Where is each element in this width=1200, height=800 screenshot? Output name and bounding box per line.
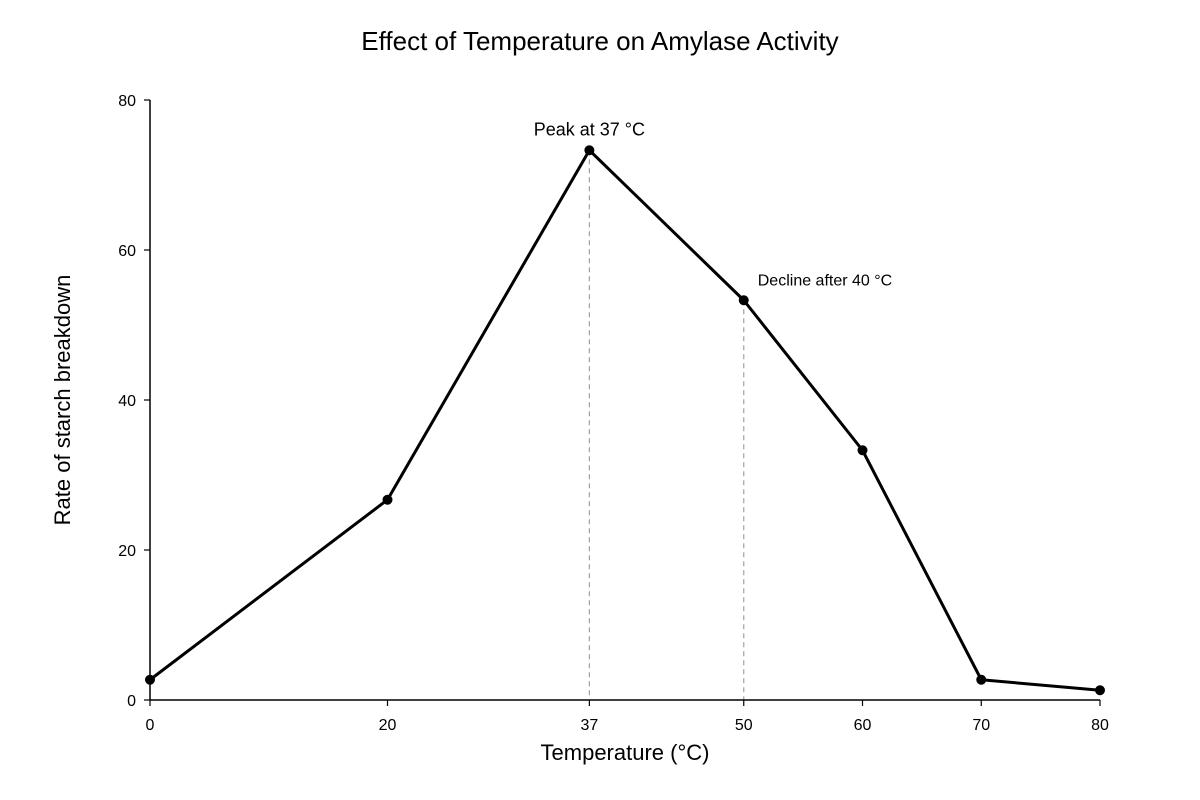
y-tick-label: 20 xyxy=(118,543,136,560)
x-axis-ticks: 0 20 37 50 60 70 80 xyxy=(146,700,1109,734)
x-tick-label: 50 xyxy=(735,717,753,734)
data-point xyxy=(145,674,155,685)
x-tick-label: 37 xyxy=(580,717,598,734)
x-tick-label: 80 xyxy=(1091,717,1109,734)
data-point xyxy=(1095,685,1105,696)
y-tick-label: 60 xyxy=(118,243,136,260)
data-point xyxy=(382,494,393,505)
y-tick-label: 80 xyxy=(118,93,136,110)
x-tick-label: 0 xyxy=(146,717,155,734)
y-axis-label: Rate of starch breakdown xyxy=(50,275,75,526)
x-tick-label: 70 xyxy=(972,717,990,734)
annotation-label: Decline after 40 °C xyxy=(758,272,892,289)
data-point xyxy=(857,445,868,456)
data-point xyxy=(738,295,749,306)
y-tick-label: 40 xyxy=(118,393,136,410)
x-tick-label: 60 xyxy=(854,717,872,734)
data-point xyxy=(584,145,595,156)
reference-lines xyxy=(588,150,745,700)
series-line xyxy=(149,148,1101,692)
y-axis-ticks: 0 20 40 60 80 xyxy=(118,93,150,710)
series-points xyxy=(145,145,1105,696)
annotation-label: Peak at 37 °C xyxy=(534,119,645,139)
x-tick-label: 20 xyxy=(379,717,397,734)
x-axis-label: Temperature (°C) xyxy=(541,740,710,765)
data-point xyxy=(976,674,987,685)
annotations: Peak at 37 °C Decline after 40 °C xyxy=(534,119,892,289)
chart-title: Effect of Temperature on Amylase Activit… xyxy=(361,26,838,56)
y-tick-label: 0 xyxy=(127,693,136,710)
